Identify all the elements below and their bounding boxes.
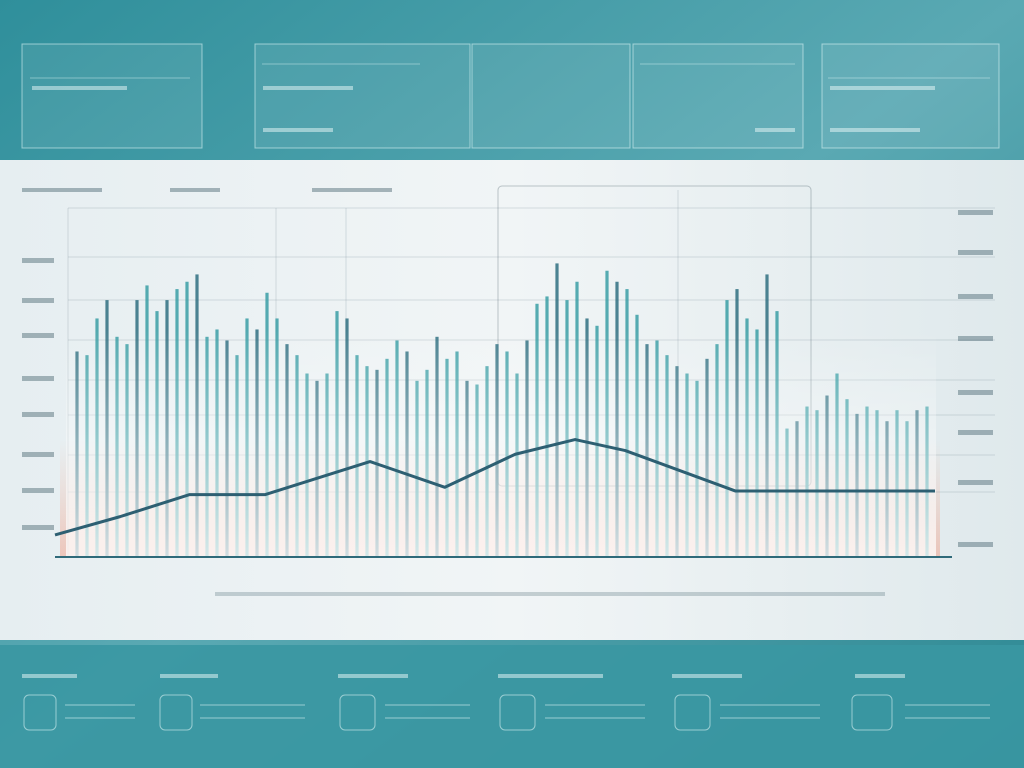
card [632, 43, 804, 149]
card [821, 43, 1000, 149]
axis-text-blur [22, 188, 993, 596]
card [471, 43, 631, 149]
bar-fade [66, 330, 936, 557]
bottom-panel [0, 645, 1024, 768]
line [54, 438, 935, 537]
bottom-items [23, 694, 990, 731]
top-cards [21, 43, 1000, 149]
card [254, 43, 471, 149]
line-layer [54, 438, 935, 537]
card [21, 43, 203, 149]
